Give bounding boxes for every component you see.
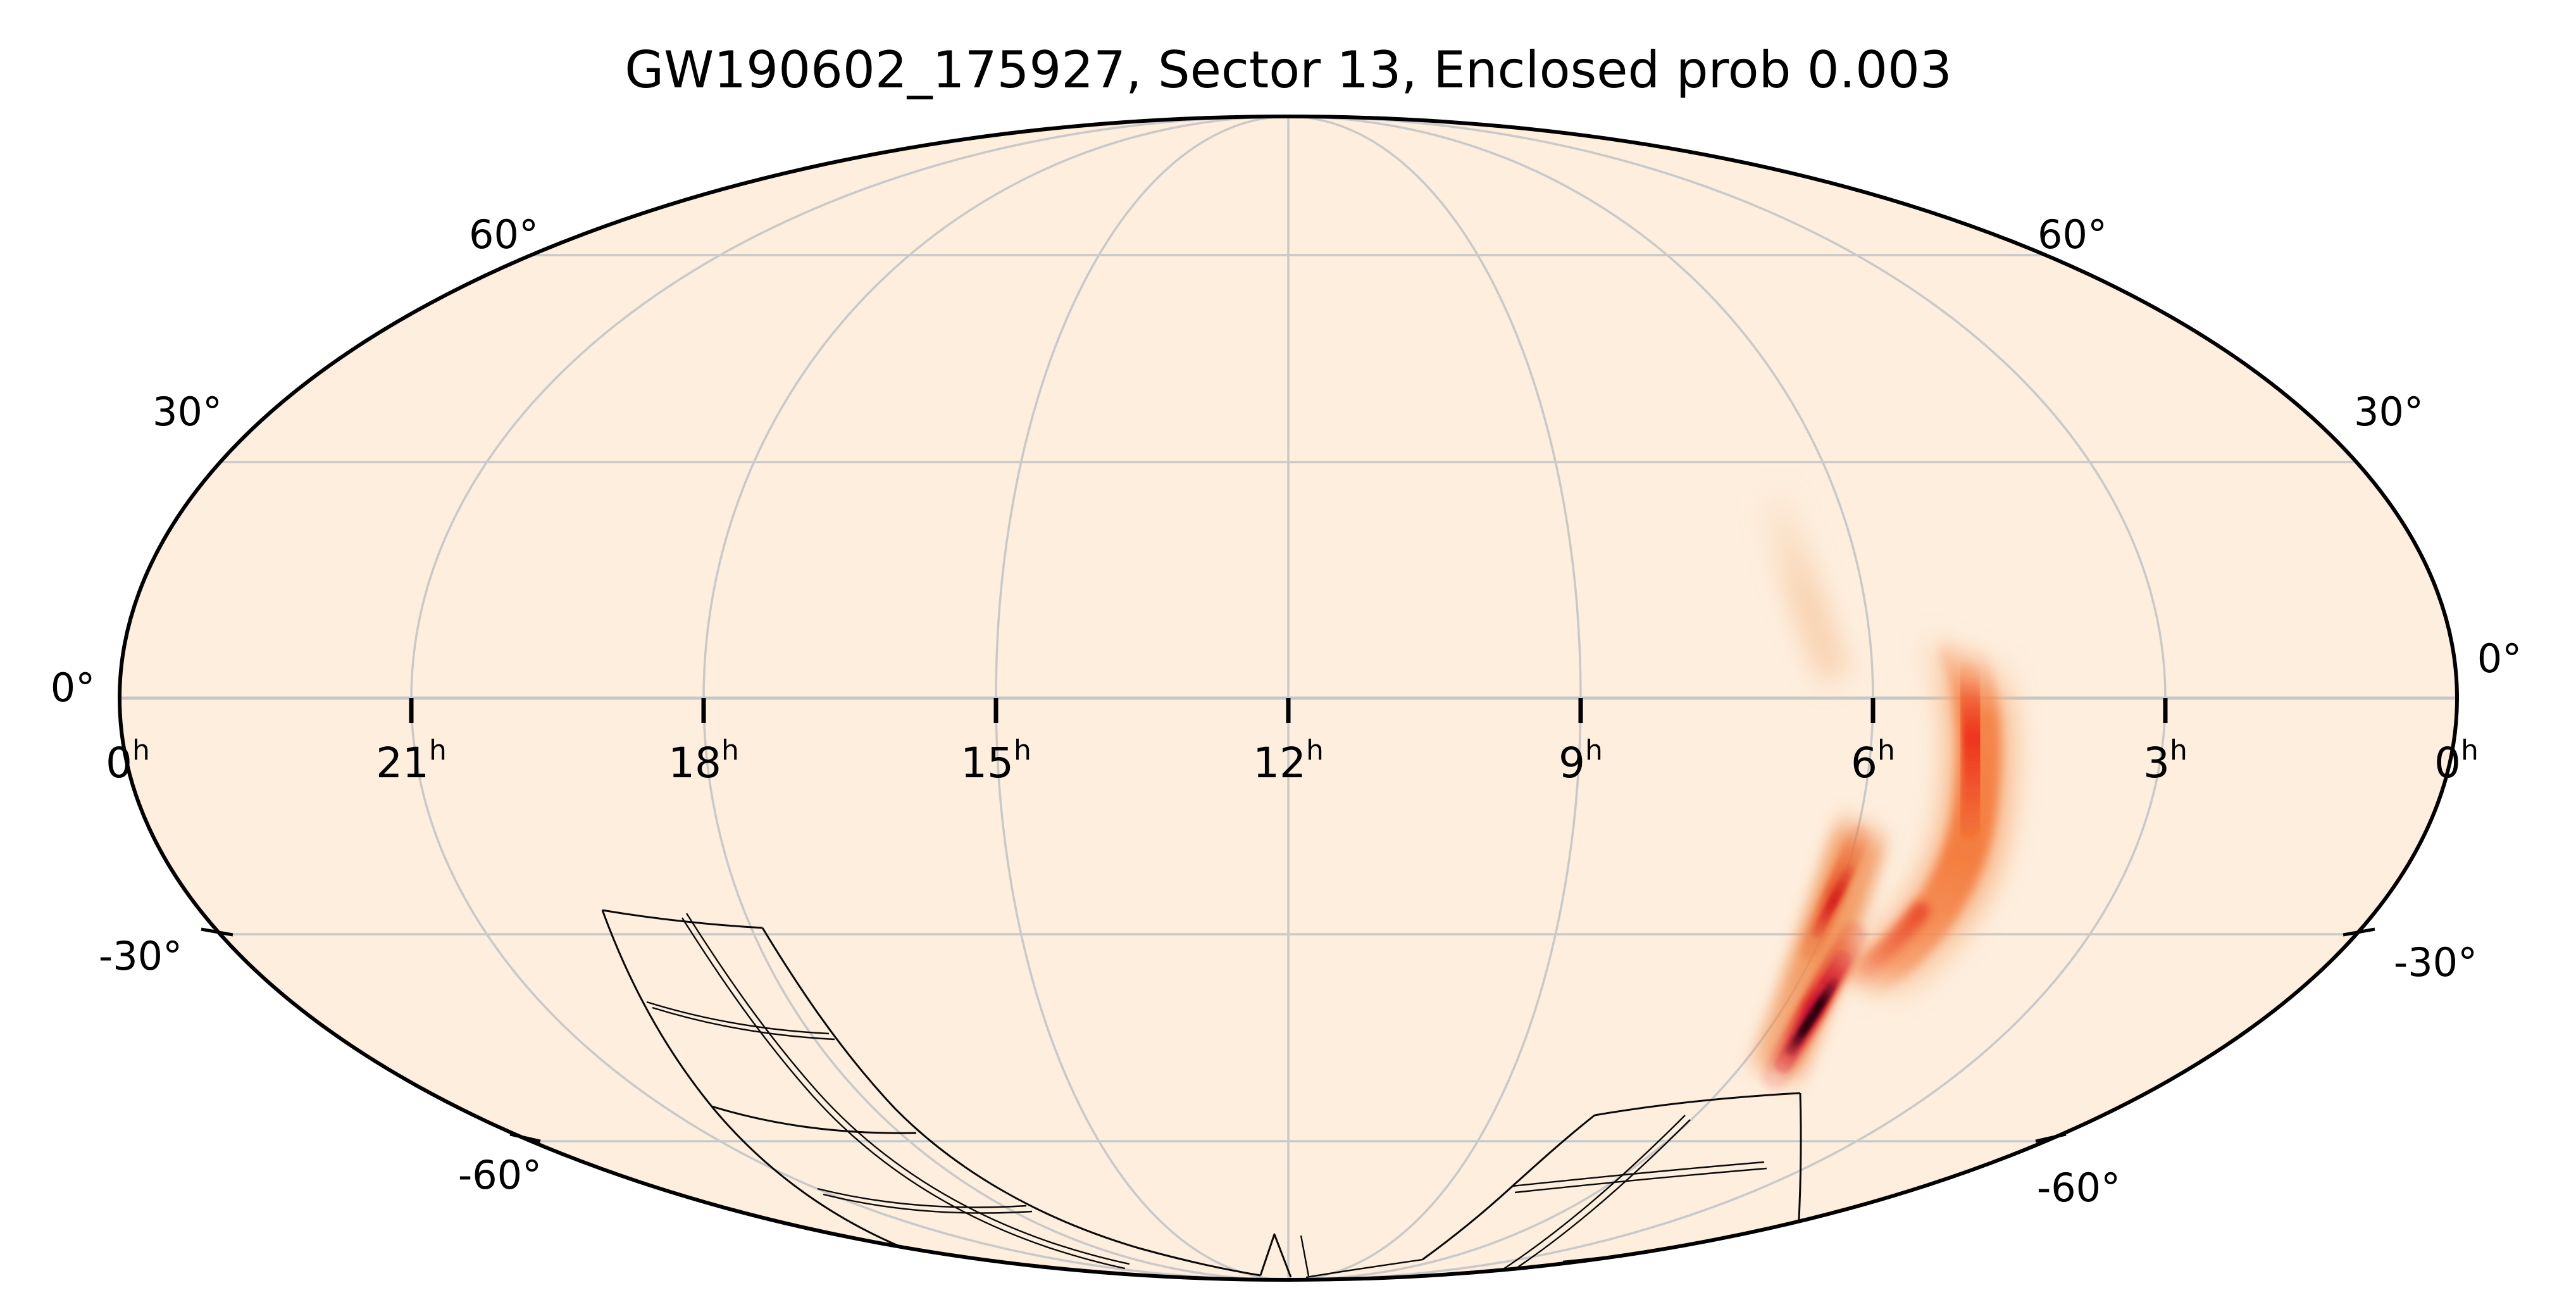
figure-title: GW190602_175927, Sector 13, Enclosed pro… <box>625 41 1952 99</box>
footprint-left-end-wedge <box>1259 1233 1292 1278</box>
ra-label-0h-left: 0h <box>106 734 150 787</box>
footprint-left-divider3b <box>823 1193 1033 1214</box>
probability-heatmap <box>1743 466 2017 1113</box>
dec-label-right-m60: -60° <box>2037 1165 2120 1211</box>
dec-label-left-30: 30° <box>152 389 222 435</box>
footprint-right-divider-b <box>1514 1167 1767 1194</box>
footprint-right-ccd-gap-a <box>1494 1115 1686 1276</box>
footprint-left-divider1a <box>646 1001 830 1035</box>
footprint-left-ccd-gap-a <box>681 917 1126 1270</box>
dec-tick-right-minus60 <box>2035 1132 2067 1143</box>
dec-label-group: 60° 30° 0° -30° -60° 60° 30° 0° -30° -60… <box>51 211 2522 1211</box>
ra-label-18h: 18h <box>668 734 739 787</box>
dec-label-left-0: 0° <box>51 665 95 711</box>
dec-label-right-30: 30° <box>2354 389 2424 435</box>
dec-label-right-60: 60° <box>2038 211 2107 258</box>
footprint-left-divider3a <box>817 1187 1027 1208</box>
dec-label-right-0: 0° <box>2477 635 2522 682</box>
ra-tick-group <box>201 698 2375 1143</box>
ra-label-6h: 6h <box>1851 734 1895 787</box>
probability-main-arc-tail <box>1843 902 1930 992</box>
footprint-right-top-edge <box>1594 1092 1801 1117</box>
probability-secondary-streak-core <box>1812 865 1854 937</box>
ra-label-21h: 21h <box>376 734 447 787</box>
footprint-right-divider-a <box>1512 1161 1765 1187</box>
footprint-left-top-edge <box>602 909 763 929</box>
ra-label-12h: 12h <box>1253 734 1324 787</box>
dec-tick-left-minus60 <box>509 1132 541 1143</box>
ra-label-3h: 3h <box>2143 734 2187 787</box>
footprint-right-left-edge <box>1422 1114 1595 1261</box>
probability-faint-smudge <box>1752 466 1857 705</box>
footprint-pole-sliver <box>1300 1235 1310 1277</box>
sky-ellipse-border <box>118 115 2459 1282</box>
footprint-right-ccd-gap-b <box>1499 1119 1691 1280</box>
dec-tick-right-minus30 <box>2343 927 2375 937</box>
probability-dark-core <box>1786 977 1839 1056</box>
probability-main-arc-core <box>1955 664 1986 838</box>
ra-label-9h: 9h <box>1559 734 1603 787</box>
dec-label-left-60: 60° <box>469 211 538 258</box>
dec-tick-left-minus30 <box>201 927 233 937</box>
footprint-left-ccd-gap-b <box>685 913 1130 1265</box>
dec-label-left-m30: -30° <box>99 933 182 979</box>
footprint-left-divider1b <box>652 1006 835 1041</box>
footprint-left-divider2 <box>711 1105 917 1134</box>
dec-label-left-m60: -60° <box>458 1152 542 1198</box>
dec-label-right-m30: -30° <box>2394 939 2477 986</box>
ra-label-15h: 15h <box>961 734 1031 787</box>
ra-label-group: 0h 21h 18h 15h 12h 9h 6h 3h 0h <box>106 734 2479 787</box>
ra-label-0h-right: 0h <box>2434 734 2479 787</box>
footprint-bottom-connector <box>1305 1258 1423 1279</box>
footprint-left-right-edge <box>761 927 1261 1277</box>
